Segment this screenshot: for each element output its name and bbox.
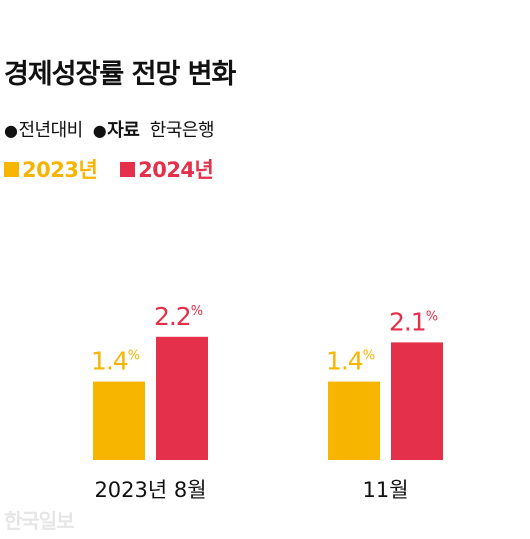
data-label: 1.4%: [326, 347, 375, 376]
data-label-unit: %: [128, 349, 140, 364]
source-value: 한국은행: [149, 120, 215, 141]
chart-legend: 2023년 2024년: [4, 154, 229, 184]
bar-2023: [93, 381, 145, 460]
publisher-watermark: 한국일보: [4, 509, 75, 533]
legend-swatch-2024: [120, 161, 136, 177]
category-label: 2023년 8월: [94, 478, 206, 502]
data-label-value: 1.4: [91, 347, 128, 376]
bullet-icon: ●: [4, 121, 18, 140]
legend-swatch-2023: [4, 161, 19, 177]
data-label: 2.2%: [154, 302, 203, 331]
chart-meta: ●전년대비 ●자료 한국은행: [4, 116, 215, 142]
bar-group: 1.4%2.2%2023년 8월: [91, 302, 208, 502]
source-label: 자료: [107, 120, 140, 141]
legend-label-2024: 2024년: [138, 158, 214, 182]
bullet-icon: ●: [92, 121, 107, 140]
data-label-unit: %: [426, 309, 438, 324]
data-label-unit: %: [363, 349, 375, 364]
legend-item-2023: 2023년: [4, 154, 98, 184]
data-label-value: 2.2: [154, 302, 191, 331]
data-label-value: 2.1: [389, 307, 426, 336]
bar-2023: [328, 381, 380, 460]
data-label: 1.4%: [91, 347, 140, 376]
bar-2024: [156, 336, 208, 460]
category-label: 11월: [362, 478, 408, 502]
data-label: 2.1%: [389, 307, 438, 336]
data-label-unit: %: [191, 304, 203, 319]
basis-note: 전년대비: [18, 120, 83, 141]
data-label-value: 1.4: [326, 347, 363, 376]
bar-2024: [391, 342, 443, 460]
bar-group: 1.4%2.1%11월: [326, 307, 443, 502]
legend-item-2024: 2024년: [120, 154, 214, 184]
legend-label-2023: 2023년: [22, 158, 98, 182]
chart-title: 경제성장률 전망 변화: [4, 59, 236, 90]
